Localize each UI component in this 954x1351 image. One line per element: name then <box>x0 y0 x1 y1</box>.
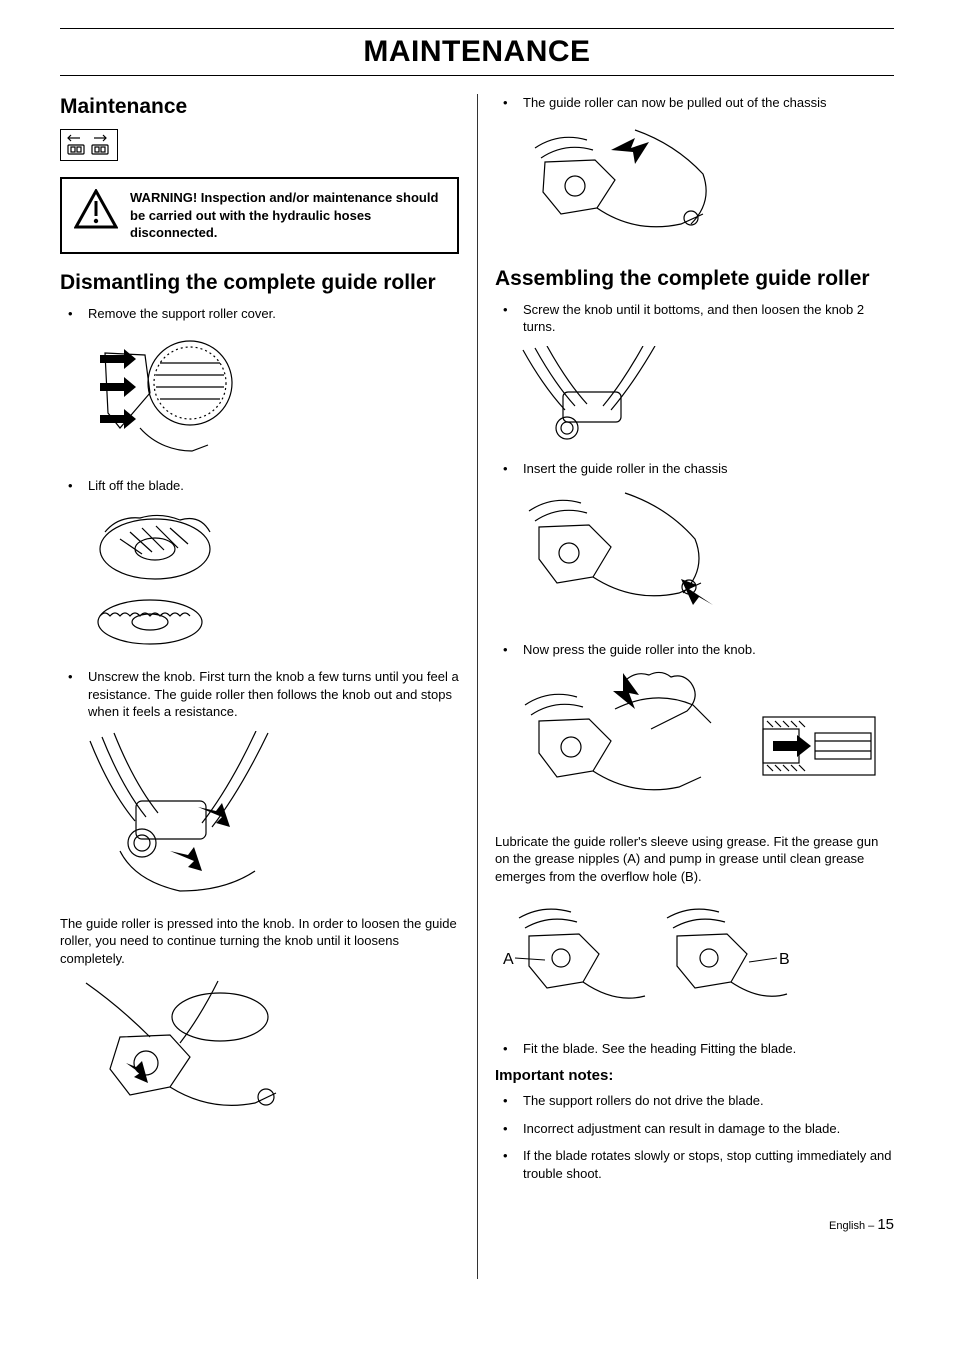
heading-dismantle: Dismantling the complete guide roller <box>60 270 459 295</box>
heading-maintenance: Maintenance <box>60 94 459 119</box>
figure-pull-out <box>515 122 894 252</box>
note-3: If the blade rotates slowly or stops, st… <box>495 1147 894 1182</box>
step-press-roller: Now press the guide roller into the knob… <box>495 641 894 659</box>
footer-sep: – <box>865 1220 877 1232</box>
heading-assemble: Assembling the complete guide roller <box>495 266 894 291</box>
para-pressed-knob: The guide roller is pressed into the kno… <box>60 915 459 968</box>
label-a: A <box>503 951 514 968</box>
figure-press-roller <box>515 669 894 819</box>
note-2: Incorrect adjustment can result in damag… <box>495 1120 894 1138</box>
right-column: The guide roller can now be pulled out o… <box>495 94 894 1192</box>
disconnect-hoses-icon <box>60 129 118 161</box>
step-lift-blade: Lift off the blade. <box>60 477 459 495</box>
figure-unscrew-knob <box>80 731 459 901</box>
figure-lift-blade <box>80 504 459 654</box>
step-screw-knob: Screw the knob until it bottoms, and the… <box>495 301 894 336</box>
warning-icon <box>74 189 118 234</box>
para-lubricate: Lubricate the guide roller's sleeve usin… <box>495 833 894 886</box>
warning-box: WARNING! Inspection and/or maintenance s… <box>60 177 459 254</box>
figure-remove-cover <box>80 333 459 463</box>
footer-lang: English <box>829 1220 865 1232</box>
heading-notes: Important notes: <box>495 1067 894 1084</box>
content-columns: Maintenance WA <box>60 94 894 1192</box>
figure-insert-roller <box>515 487 894 627</box>
warning-text: WARNING! Inspection and/or maintenance s… <box>130 189 445 242</box>
page-title: MAINTENANCE <box>60 33 894 76</box>
footer-page: 15 <box>877 1216 894 1233</box>
step-fit-blade: Fit the blade. See the heading Fitting t… <box>495 1040 894 1058</box>
top-rule <box>60 28 894 29</box>
note-1: The support rollers do not drive the bla… <box>495 1092 894 1110</box>
left-column: Maintenance WA <box>60 94 459 1192</box>
step-unscrew-knob: Unscrew the knob. First turn the knob a … <box>60 668 459 721</box>
figure-screw-knob <box>515 346 894 446</box>
figure-grease: A B <box>495 896 894 1026</box>
label-b: B <box>779 951 790 968</box>
step-remove-cover: Remove the support roller cover. <box>60 305 459 323</box>
column-divider <box>477 94 478 1279</box>
step-insert-roller: Insert the guide roller in the chassis <box>495 460 894 478</box>
figure-loosen-knob <box>80 977 459 1127</box>
step-pull-out: The guide roller can now be pulled out o… <box>495 94 894 112</box>
